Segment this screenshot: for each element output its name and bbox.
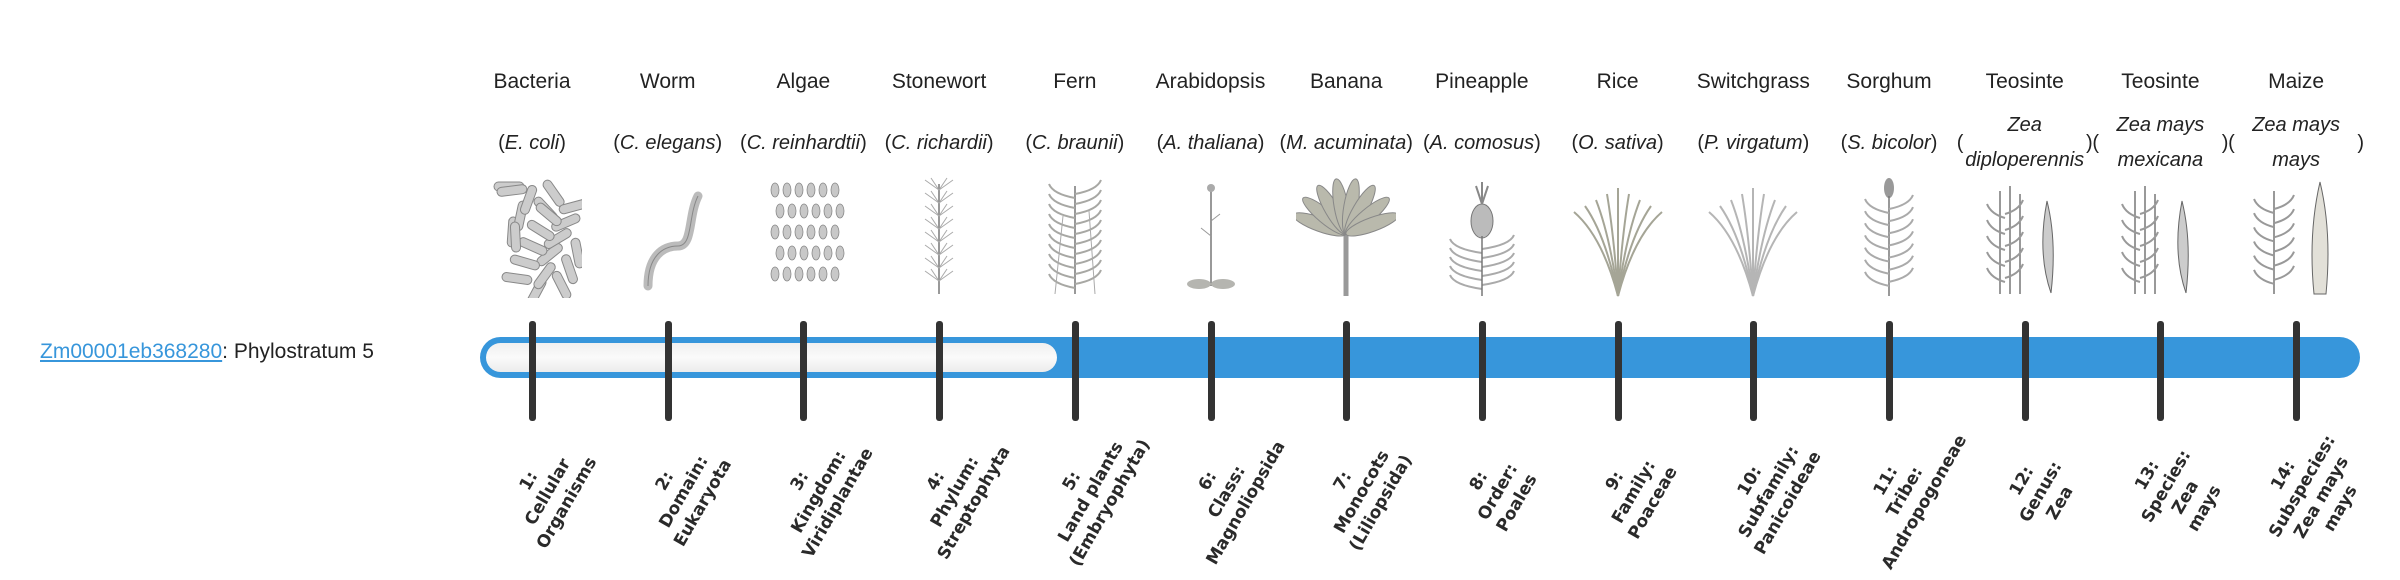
bar-unfilled-section [486, 343, 1057, 372]
stratum-tick [664, 321, 672, 421]
stonewort-icon [924, 177, 954, 294]
organism-illustration [1161, 176, 1261, 298]
common-name: Stonewort [891, 70, 987, 93]
worm-icon [643, 191, 703, 291]
phylostratum-text: : Phylostratum 5 [222, 340, 374, 363]
organism-illustration [1568, 176, 1668, 298]
stratum-tick [2157, 321, 2165, 421]
organism-illustration [1975, 176, 2075, 298]
stratum-tick [1886, 321, 1893, 421]
stratum-tick [2293, 321, 2301, 421]
fern-icon [1047, 179, 1102, 295]
organism-illustration [2110, 176, 2210, 298]
gene-label: Zm00001eb368280: Phylostratum 5 [40, 340, 374, 364]
stratum-tick [1071, 321, 1079, 421]
common-name: Teosinte [2121, 70, 2200, 93]
stratum-label: 12: Genus: Zea [2005, 458, 2078, 526]
maize-icon [2253, 181, 2329, 295]
common-name: Maize [2268, 70, 2325, 93]
organism-illustration [753, 176, 853, 298]
stratum-label: 4: Phylum: Streptophyta [922, 442, 1015, 564]
stratum-tick [1750, 321, 1758, 421]
banana-icon [1292, 178, 1400, 296]
organism-illustration [618, 176, 718, 298]
stratum-tick [800, 321, 808, 421]
stratum-label: 3: Kingdom: Viridiplantae [787, 444, 879, 562]
stratum-tick [1614, 321, 1622, 421]
scientific-name: Zea mays mexicana [2092, 108, 2228, 178]
organism-illustration [1025, 176, 1125, 298]
phylostratum-bar [480, 337, 2360, 378]
stratum-label: 2: Domain: Eukaryota [651, 452, 736, 551]
stratum-tick [529, 321, 536, 421]
common-name: Banana [1309, 70, 1383, 93]
stratum-tick [1343, 321, 1351, 421]
stratum-label: 11: Tribe: Andropogoneae [1869, 431, 1972, 573]
common-name: Algae [776, 70, 831, 93]
stratum-label: 1: Cellular Organisms [515, 453, 602, 553]
scientific-name: P. virgatum [1685, 108, 1821, 178]
common-name: Teosinte [1985, 70, 2064, 93]
stratum-label: 5: Land plants (Embryophyta) [1054, 436, 1155, 570]
stratum-tick [936, 321, 944, 421]
scientific-name: O. sativa [1550, 108, 1686, 178]
scientific-name: C. reinhardtii [735, 108, 871, 178]
scientific-name: Zea diploperennis [1957, 108, 2093, 178]
common-name: Pineapple [1435, 70, 1529, 93]
scientific-name: S. bicolor [1821, 108, 1957, 178]
gene-link[interactable]: Zm00001eb368280 [40, 340, 223, 363]
rice-icon [1572, 188, 1663, 297]
common-name: Switchgrass [1696, 70, 1810, 93]
scientific-name: A. comosus [1414, 108, 1550, 178]
scientific-name: C. braunii [1007, 108, 1143, 178]
common-name: Worm [639, 70, 696, 93]
organism-illustration [2246, 176, 2346, 298]
organism-illustration [1839, 176, 1939, 298]
scientific-name: M. acuminata [1278, 108, 1414, 178]
scientific-name: C. richardii [871, 108, 1007, 178]
stratum-tick [1478, 321, 1486, 421]
common-name: Fern [1053, 70, 1097, 93]
teosinte-icon [2121, 186, 2190, 294]
stratum-label: 13: Species: Zea mays [2131, 446, 2227, 536]
organism-illustration [889, 176, 989, 298]
scientific-name: C. elegans [600, 108, 736, 178]
teosinte-icon [1985, 186, 2054, 294]
scientific-name: A. thaliana [1143, 108, 1279, 178]
stratum-label: 9: Family: Poaceae [1601, 456, 1682, 543]
stratum-tick [2021, 321, 2029, 421]
switchgrass-icon [1708, 188, 1798, 297]
stratum-label: 7: Monocots (Liliopsida) [1329, 447, 1417, 555]
sorghum-icon [1864, 178, 1914, 296]
stratum-label: 10: Subfamily: Panicoideae [1733, 442, 1826, 559]
scientific-name: Zea mays mays [2228, 108, 2364, 178]
stratum-label: 8: Order: Poales [1465, 460, 1542, 536]
bacteria-icon [493, 179, 590, 307]
algae-icon [770, 182, 845, 282]
stratum-label: 14: Subspecies: Zea mays mays [2265, 431, 2362, 542]
common-name: Bacteria [493, 70, 571, 93]
stratum-tick [1207, 321, 1215, 421]
stratum-label: 6: Class: Magnoliopsida [1194, 437, 1290, 569]
organism-illustration [482, 176, 590, 307]
common-name: Rice [1596, 70, 1639, 93]
pineapple-icon [1448, 182, 1515, 296]
organism-illustration [1292, 176, 1400, 298]
scientific-name: E. coli [464, 108, 600, 178]
organism-illustration [1432, 176, 1532, 298]
arabidopsis-icon [1186, 184, 1235, 289]
common-name: Arabidopsis [1155, 70, 1266, 93]
common-name: Sorghum [1846, 70, 1932, 93]
organism-illustration [1703, 176, 1803, 298]
